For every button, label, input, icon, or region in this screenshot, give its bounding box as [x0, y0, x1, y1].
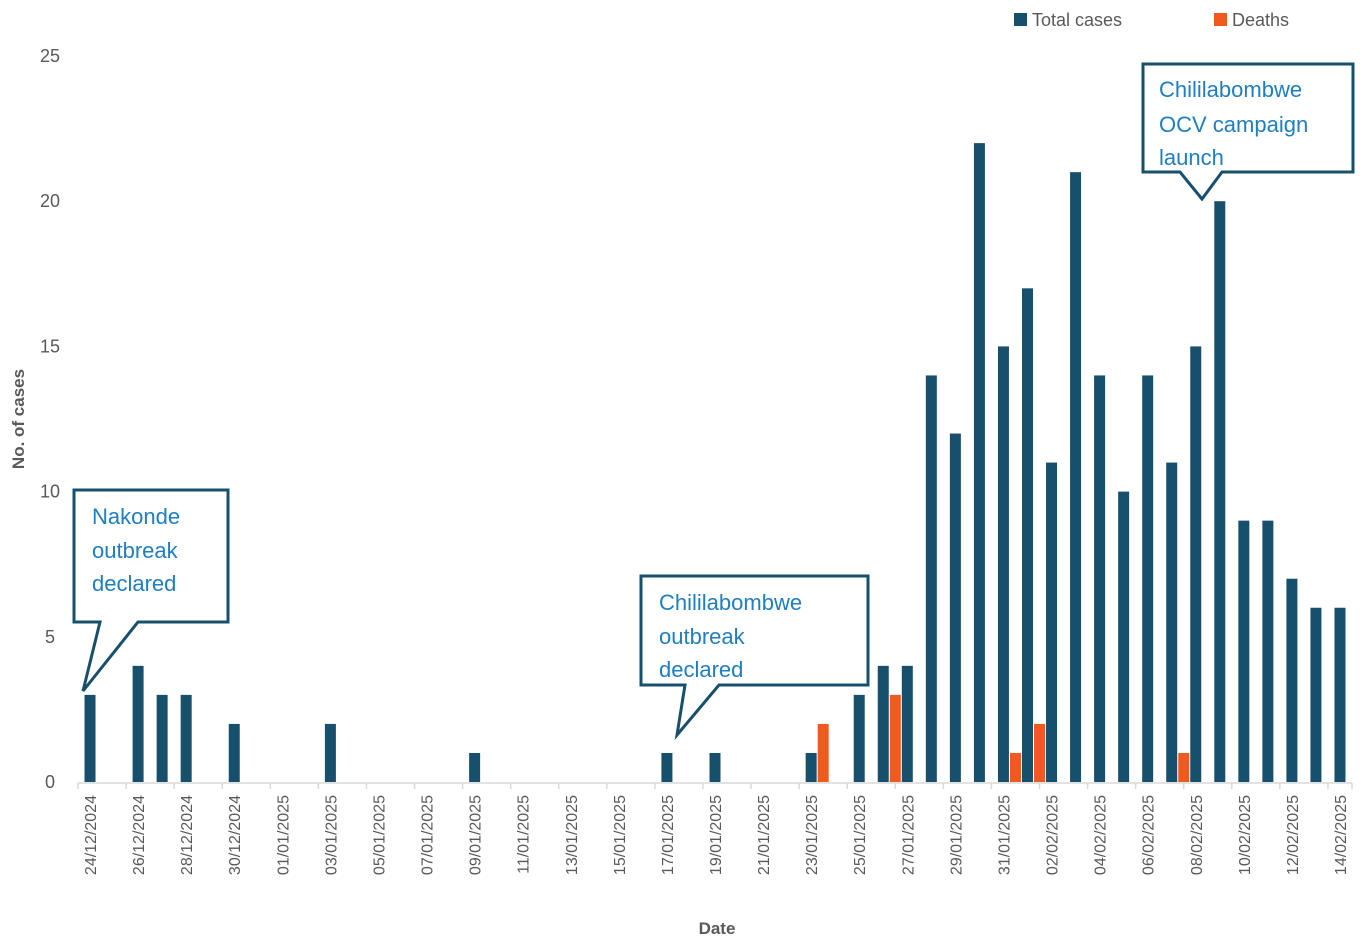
bar-total-cases [973, 143, 985, 782]
bar-total-cases [997, 346, 1009, 782]
bar-total-cases [1238, 520, 1250, 782]
bar-total-cases [1166, 462, 1178, 782]
x-tick-label: 09/01/2025 [468, 795, 485, 875]
x-tick-label: 24/12/2024 [83, 795, 100, 875]
x-tick-label: 26/12/2024 [131, 795, 148, 875]
callout-nakonde: Nakonde outbreak declared [72, 488, 230, 692]
bar-total-cases [709, 752, 721, 782]
bar-total-cases [156, 694, 168, 782]
x-tick-label: 17/01/2025 [660, 795, 677, 875]
callout-ocv-campaign-line-2: OCV campaign [1159, 112, 1308, 137]
bar-total-cases [84, 694, 96, 782]
x-tick-label: 03/01/2025 [323, 795, 340, 875]
bar-total-cases [180, 694, 192, 782]
callout-nakonde-box [72, 488, 230, 692]
callout-chililabombwe-outbreak-line-1: Chililabombwe [659, 590, 802, 615]
bar-deaths [1009, 752, 1021, 782]
legend-swatch-total-cases [1014, 13, 1027, 26]
callout-nakonde-line-2: outbreak [92, 538, 179, 563]
y-tick-label: 10 [40, 482, 60, 502]
bar-deaths [889, 694, 901, 782]
x-tick-label: 06/02/2025 [1141, 795, 1158, 875]
x-tick-label: 30/12/2024 [227, 795, 244, 875]
x-tick-label: 07/01/2025 [420, 795, 437, 875]
x-axis-title: Date [699, 919, 736, 936]
bar-total-cases [1310, 607, 1322, 782]
x-tick-label: 11/01/2025 [516, 795, 533, 874]
bar-total-cases [228, 723, 240, 782]
x-tick-label: 02/02/2025 [1045, 795, 1062, 875]
bar-total-cases [1286, 578, 1298, 782]
y-tick-label: 0 [45, 772, 55, 792]
y-axis-title: No. of cases [9, 369, 28, 469]
bar-total-cases [661, 752, 673, 782]
bar-total-cases [1334, 607, 1346, 782]
total-cases-bars [84, 143, 1346, 782]
callout-ocv-campaign-line-1: Chililabombwe [1159, 77, 1302, 102]
x-tick-label: 21/01/2025 [756, 795, 773, 875]
legend-label-deaths: Deaths [1232, 10, 1289, 30]
y-tick-label: 5 [45, 627, 55, 647]
x-axis-ticks: 24/12/2024 26/12/2024 28/12/2024 30/12/2024… [77, 783, 1353, 875]
bar-total-cases [1214, 201, 1226, 782]
x-tick-label: 10/02/2025 [1237, 795, 1254, 875]
bar-total-cases [1070, 172, 1082, 782]
callout-ocv-campaign-line-3: launch [1159, 145, 1224, 170]
y-tick-label: 20 [40, 191, 60, 211]
bar-total-cases [877, 665, 889, 782]
x-tick-label: 31/01/2025 [996, 795, 1013, 875]
y-axis-ticks: 0 5 10 15 20 25 [40, 46, 60, 792]
bar-total-cases [1094, 375, 1106, 782]
x-tick-label: 08/02/2025 [1189, 795, 1206, 875]
bar-total-cases [949, 433, 961, 782]
x-tick-label: 14/02/2025 [1333, 795, 1350, 875]
y-tick-label: 15 [40, 336, 60, 356]
x-tick-label: 23/01/2025 [804, 795, 821, 875]
x-tick-label: 27/01/2025 [900, 795, 917, 875]
bar-deaths [817, 723, 829, 782]
y-tick-label: 25 [40, 46, 60, 66]
bar-total-cases [805, 752, 817, 782]
bar-total-cases [1021, 288, 1033, 782]
bar-total-cases [1118, 491, 1130, 782]
callout-chililabombwe-outbreak: Chililabombwe outbreak declared [639, 574, 870, 741]
bar-deaths [1178, 752, 1190, 782]
x-tick-label: 12/02/2025 [1285, 795, 1302, 875]
bar-total-cases [1046, 462, 1058, 782]
x-tick-label: 05/01/2025 [371, 795, 388, 875]
bar-total-cases [1190, 346, 1202, 782]
callout-ocv-campaign: Chililabombwe OCV campaign launch [1141, 62, 1355, 202]
x-tick-label: 28/12/2024 [179, 795, 196, 875]
bar-total-cases [1262, 520, 1274, 782]
bar-deaths [1034, 723, 1046, 782]
bar-total-cases [132, 665, 144, 782]
x-tick-label: 29/01/2025 [948, 795, 965, 875]
bar-total-cases [901, 665, 913, 782]
x-tick-label: 19/01/2025 [708, 795, 725, 875]
callout-chililabombwe-outbreak-box [639, 574, 870, 741]
bar-total-cases [925, 375, 937, 782]
x-tick-label: 15/01/2025 [612, 795, 629, 875]
x-tick-label: 13/01/2025 [564, 795, 581, 875]
callout-nakonde-line-1: Nakonde [92, 504, 180, 529]
callout-chililabombwe-outbreak-line-2: outbreak [659, 624, 746, 649]
callout-nakonde-line-3: declared [92, 571, 176, 596]
callout-ocv-campaign-box [1141, 62, 1355, 202]
x-tick-label: 25/01/2025 [852, 795, 869, 875]
deaths-bars [817, 694, 1190, 782]
bar-total-cases [1142, 375, 1154, 782]
legend-swatch-deaths [1214, 13, 1227, 26]
legend: Total cases Deaths [1014, 10, 1289, 30]
x-tick-label: 01/01/2025 [275, 795, 292, 875]
bar-total-cases [469, 752, 481, 782]
legend-label-total-cases: Total cases [1032, 10, 1122, 30]
bar-total-cases [853, 694, 865, 782]
bar-total-cases [324, 723, 336, 782]
callout-chililabombwe-outbreak-line-3: declared [659, 657, 743, 682]
x-tick-label: 04/02/2025 [1093, 795, 1110, 875]
